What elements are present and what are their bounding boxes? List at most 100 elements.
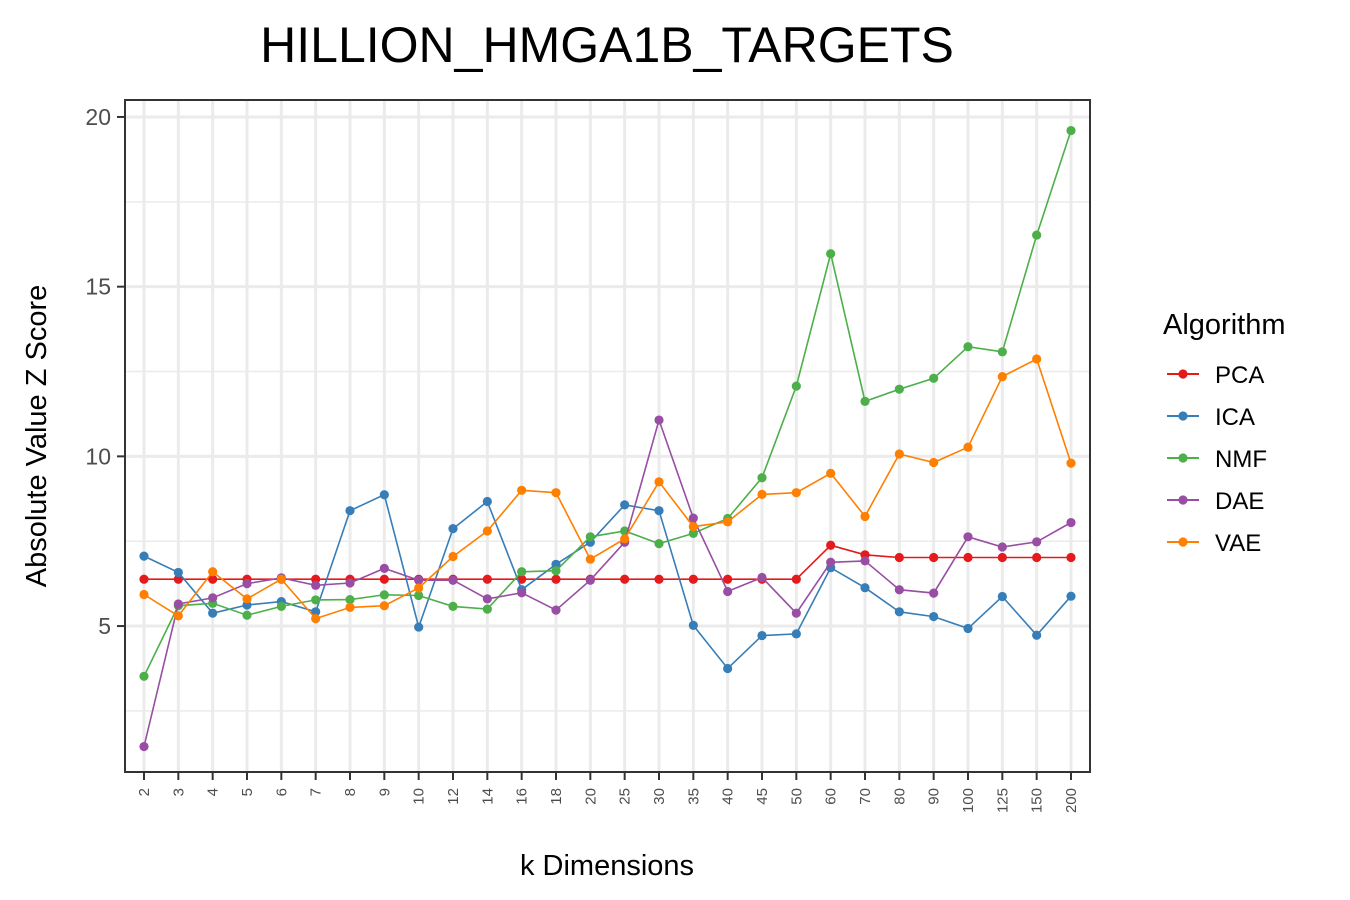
data-point xyxy=(345,578,355,588)
data-point xyxy=(345,506,355,516)
data-point xyxy=(139,551,149,561)
x-tick-label: 25 xyxy=(617,788,634,805)
x-tick-label: 18 xyxy=(548,788,565,805)
data-point xyxy=(139,574,149,584)
data-point xyxy=(791,574,801,584)
data-point xyxy=(860,556,870,566)
data-point xyxy=(482,526,492,536)
data-point xyxy=(723,574,733,584)
legend-item-nmf: NMF xyxy=(1167,446,1267,473)
series-nmf xyxy=(139,125,1076,681)
data-point xyxy=(620,534,630,544)
data-point xyxy=(1032,552,1042,563)
x-tick-label: 35 xyxy=(685,788,702,805)
data-point xyxy=(929,457,939,468)
data-point xyxy=(242,594,252,604)
data-point xyxy=(654,538,664,549)
data-point xyxy=(345,602,355,612)
x-tick-label: 16 xyxy=(514,788,531,805)
x-tick-label: 8 xyxy=(342,788,359,796)
x-tick-label: 50 xyxy=(788,788,805,805)
y-axis: 5 10 15 20 xyxy=(85,104,125,639)
data-point xyxy=(757,572,767,583)
data-point xyxy=(860,396,870,406)
data-point xyxy=(414,583,424,593)
y-axis-title: Absolute Value Z Score xyxy=(21,285,53,588)
legend-key-point xyxy=(1178,369,1188,379)
x-tick-label: 12 xyxy=(445,788,462,805)
x-tick-label: 90 xyxy=(926,788,943,805)
data-point xyxy=(860,511,870,522)
x-tick-label: 3 xyxy=(170,788,187,796)
data-point xyxy=(551,488,561,498)
data-point xyxy=(414,590,424,601)
data-point xyxy=(894,552,904,563)
data-point xyxy=(894,449,904,459)
legend-label: NMF xyxy=(1215,446,1267,473)
data-point xyxy=(139,671,149,681)
data-point xyxy=(173,574,183,584)
x-tick-label: 20 xyxy=(582,788,599,805)
legend-key-point xyxy=(1178,537,1188,547)
data-point xyxy=(1032,630,1042,640)
data-point xyxy=(791,488,801,498)
data-point xyxy=(860,583,870,593)
data-point xyxy=(585,554,595,564)
data-point xyxy=(929,588,939,598)
data-point xyxy=(688,522,698,532)
data-point xyxy=(894,384,904,394)
x-tick-label: 70 xyxy=(857,788,874,805)
data-point xyxy=(448,551,458,562)
y-tick-label: 15 xyxy=(85,274,111,300)
x-tick-label: 30 xyxy=(651,788,668,805)
data-point xyxy=(757,473,767,483)
data-point xyxy=(963,552,973,563)
legend-key-point xyxy=(1178,453,1188,463)
data-point xyxy=(1066,552,1076,563)
data-point xyxy=(826,557,836,567)
data-point xyxy=(1066,591,1076,601)
data-point xyxy=(1066,458,1076,468)
panel-border xyxy=(124,99,1091,773)
data-point xyxy=(997,542,1007,552)
plot-area xyxy=(124,99,1091,773)
data-point xyxy=(482,496,492,507)
x-tick-label: 40 xyxy=(720,788,737,805)
data-point xyxy=(448,601,458,611)
data-point xyxy=(208,608,218,618)
data-point xyxy=(311,595,321,605)
data-point xyxy=(688,620,698,630)
gridlines xyxy=(125,100,1090,772)
legend-label: PCA xyxy=(1215,362,1264,389)
x-tick-label: 200 xyxy=(1063,788,1080,813)
data-point xyxy=(311,613,321,624)
data-point xyxy=(208,593,218,603)
x-tick-label: 60 xyxy=(823,788,840,805)
data-point xyxy=(139,589,149,600)
data-point xyxy=(173,567,183,578)
x-tick-label: 14 xyxy=(479,788,496,805)
series-vae xyxy=(139,354,1076,624)
data-point xyxy=(517,567,527,577)
data-point xyxy=(551,566,561,576)
y-tick-label: 10 xyxy=(85,443,111,469)
data-point xyxy=(791,608,801,618)
data-point xyxy=(379,590,389,600)
x-tick-label: 4 xyxy=(205,788,222,796)
data-point xyxy=(482,594,492,604)
data-point xyxy=(482,574,492,584)
series-line xyxy=(144,544,1071,581)
data-point xyxy=(723,663,733,674)
data-point xyxy=(482,604,492,614)
data-point xyxy=(929,373,939,383)
data-point xyxy=(620,500,630,510)
data-point xyxy=(448,524,458,534)
x-tick-label: 100 xyxy=(960,788,977,813)
data-point xyxy=(173,599,183,609)
series-dae xyxy=(139,415,1076,752)
data-point xyxy=(963,532,973,542)
series-layer xyxy=(139,125,1076,752)
data-point xyxy=(311,580,321,590)
legend-label: DAE xyxy=(1215,488,1264,515)
